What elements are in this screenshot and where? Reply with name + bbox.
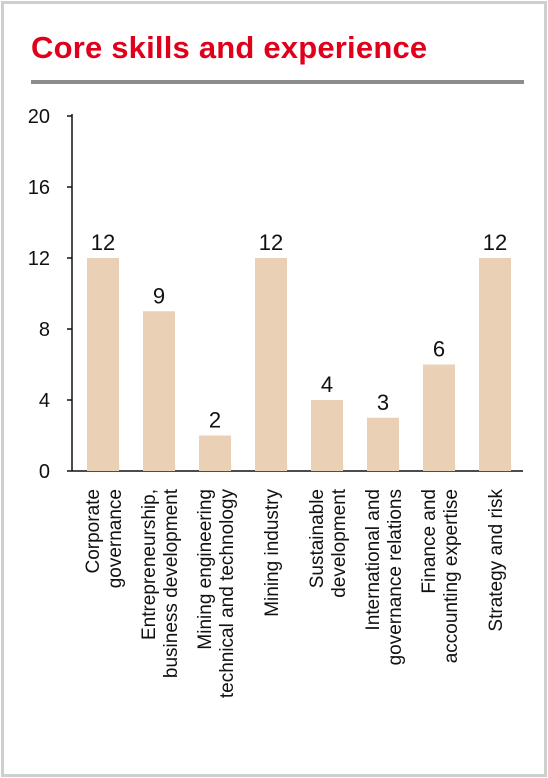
title-divider bbox=[31, 80, 524, 84]
category-label: Strategy and risk bbox=[486, 489, 507, 632]
category-label-line: International and bbox=[363, 489, 384, 631]
bar-value-label: 3 bbox=[377, 390, 389, 415]
category-label: International and governance relations bbox=[363, 489, 406, 665]
category-label-line: Strategy and risk bbox=[486, 489, 507, 632]
category-label-line: technical and technology bbox=[217, 489, 238, 699]
y-tick-label: 0 bbox=[39, 461, 50, 483]
category-label-line: business development bbox=[161, 488, 182, 678]
category-label-line: Mining industry bbox=[262, 489, 283, 617]
bar bbox=[479, 258, 511, 471]
category-label: Mining engineering technical and technolo… bbox=[195, 489, 238, 699]
bar-value-label: 12 bbox=[259, 230, 283, 255]
bar bbox=[423, 364, 455, 471]
bar-value-label: 6 bbox=[433, 337, 445, 362]
category-label: Sustainable development bbox=[307, 488, 350, 598]
bar bbox=[143, 311, 175, 471]
bar bbox=[255, 258, 287, 471]
category-label: Corporate governance bbox=[83, 489, 126, 588]
category-label-line: development bbox=[329, 488, 350, 598]
bar bbox=[367, 417, 399, 471]
category-label: Mining industry bbox=[262, 489, 283, 617]
bar bbox=[199, 435, 231, 471]
bar-value-label: 12 bbox=[483, 230, 507, 255]
y-tick-label: 8 bbox=[39, 319, 50, 341]
category-label: Finance and accounting expertise bbox=[419, 489, 462, 663]
category-label-line: Corporate bbox=[83, 489, 104, 574]
bar-value-label: 2 bbox=[209, 408, 221, 433]
bar-value-label: 4 bbox=[321, 372, 333, 397]
category-label-line: governance bbox=[105, 489, 126, 588]
category-label-line: Sustainable bbox=[307, 489, 328, 588]
bar bbox=[311, 400, 343, 471]
category-label-line: Entrepreneurship, bbox=[139, 489, 160, 640]
bar-value-label: 9 bbox=[153, 283, 165, 308]
y-tick-label: 4 bbox=[39, 390, 50, 412]
category-label-line: Mining engineering bbox=[195, 489, 216, 650]
y-tick-label: 16 bbox=[28, 177, 50, 199]
category-label-line: Finance and bbox=[419, 489, 440, 594]
bar bbox=[87, 258, 119, 471]
y-tick-label: 20 bbox=[28, 106, 50, 128]
category-label: Entrepreneurship, business development bbox=[139, 488, 182, 678]
category-label-line: accounting expertise bbox=[441, 489, 462, 663]
chart-title: Core skills and experience bbox=[31, 30, 428, 65]
bar-value-label: 12 bbox=[91, 230, 115, 255]
y-tick-label: 12 bbox=[28, 248, 50, 270]
category-label-line: governance relations bbox=[385, 489, 406, 665]
